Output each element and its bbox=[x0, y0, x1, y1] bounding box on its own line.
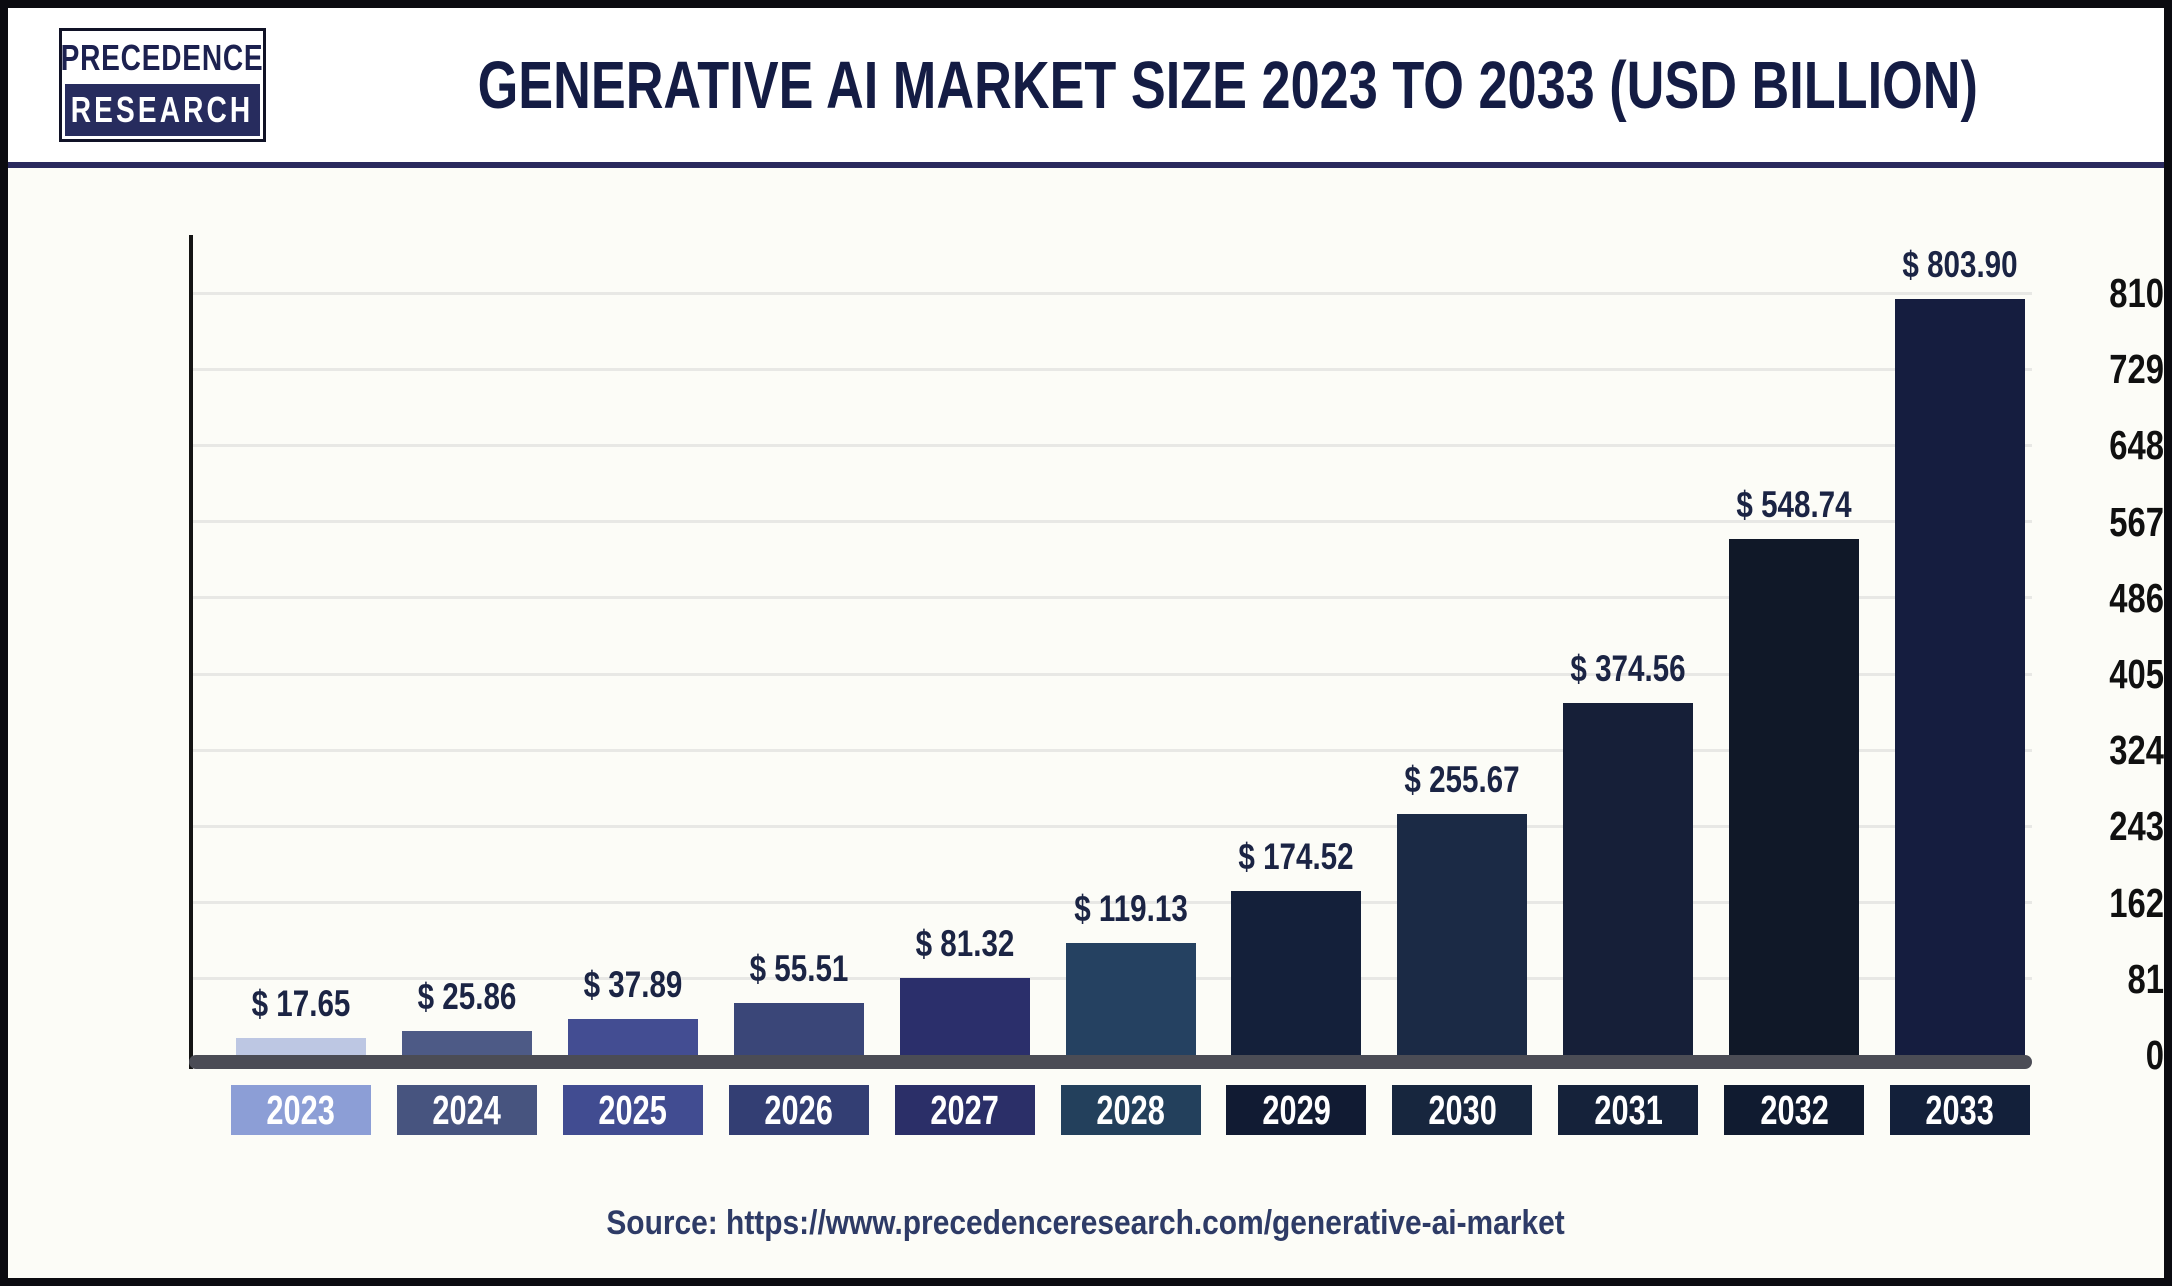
year-tick-label: 2028 bbox=[1096, 1086, 1165, 1133]
bar-2033 bbox=[1895, 298, 2026, 1055]
year-tick-label: 2024 bbox=[432, 1086, 502, 1133]
gridline-486 bbox=[189, 596, 2032, 600]
gridline-729 bbox=[189, 367, 2032, 371]
source-line: Source: https://www.precedenceresearch.c… bbox=[8, 1204, 2164, 1243]
bar-value-label-2028: $ 119.13 bbox=[1073, 887, 1188, 929]
bar-2027 bbox=[899, 978, 1030, 1055]
year-tick-2029: 2029 bbox=[1226, 1085, 1367, 1135]
year-tick-2032: 2032 bbox=[1724, 1085, 1865, 1135]
year-tick-label: 2031 bbox=[1594, 1086, 1663, 1133]
bar-2024 bbox=[401, 1030, 532, 1055]
bar-2032 bbox=[1729, 538, 1860, 1055]
gridline-567 bbox=[189, 520, 2032, 524]
bar-value-label-2024: $ 25.86 bbox=[417, 975, 517, 1017]
x-axis-baseline bbox=[189, 1055, 2032, 1069]
bar-2030 bbox=[1397, 814, 1528, 1055]
bar-value-label-2031: $ 374.56 bbox=[1570, 647, 1686, 689]
logo-word-precedence: PRECEDENCE bbox=[61, 31, 264, 84]
y-tick-label-567: 567 bbox=[2109, 498, 2164, 545]
y-tick-label-162: 162 bbox=[2109, 879, 2164, 926]
y-axis-line bbox=[189, 235, 193, 1069]
y-tick-label-810: 810 bbox=[2109, 270, 2164, 316]
year-tick-2023: 2023 bbox=[230, 1085, 371, 1135]
year-tick-label: 2030 bbox=[1428, 1086, 1497, 1133]
y-tick-label-648: 648 bbox=[2109, 422, 2164, 469]
y-tick-label-486: 486 bbox=[2109, 574, 2164, 621]
gridline-648 bbox=[189, 443, 2032, 447]
year-tick-2030: 2030 bbox=[1392, 1085, 1533, 1135]
header: PRECEDENCE RESEARCH GENERATIVE AI MARKET… bbox=[8, 8, 2164, 162]
logo-text-bottom: RESEARCH bbox=[71, 89, 254, 130]
chart-area: 0 81 162 243 324 405 486 567 648 729 810 $ 17.65 202… bbox=[8, 8, 2164, 1278]
bar-2028 bbox=[1065, 942, 1196, 1055]
y-tick-label-243: 243 bbox=[2109, 803, 2164, 850]
year-tick-label: 2027 bbox=[930, 1086, 999, 1133]
year-tick-label: 2026 bbox=[764, 1086, 833, 1133]
year-tick-2028: 2028 bbox=[1060, 1085, 1201, 1135]
year-tick-label: 2033 bbox=[1925, 1086, 1995, 1133]
gridline-162 bbox=[189, 901, 2032, 905]
bar-2026 bbox=[733, 1002, 864, 1055]
year-tick-label: 2023 bbox=[266, 1086, 336, 1133]
bar-value-label-2026: $ 55.51 bbox=[749, 947, 849, 989]
year-tick-label: 2032 bbox=[1759, 1086, 1829, 1133]
bar-value-label-2033: $ 803.90 bbox=[1902, 243, 2018, 285]
year-tick-label: 2025 bbox=[598, 1086, 667, 1133]
bar-value-label-2027: $ 81.32 bbox=[915, 923, 1014, 965]
y-tick-label-324: 324 bbox=[2109, 727, 2164, 774]
year-tick-2027: 2027 bbox=[894, 1085, 1035, 1135]
bar-value-label-2023: $ 17.65 bbox=[251, 983, 351, 1025]
title-area: GENERATIVE AI MARKET SIZE 2023 TO 2033 (… bbox=[266, 47, 2164, 124]
gridline-810 bbox=[189, 291, 2032, 295]
source-text: Source: https://www.precedenceresearch.c… bbox=[606, 1204, 1566, 1242]
year-tick-2033: 2033 bbox=[1890, 1085, 2031, 1135]
header-separator bbox=[8, 162, 2164, 168]
gridline-405 bbox=[189, 672, 2032, 676]
bar-value-label-2032: $ 548.74 bbox=[1736, 483, 1852, 525]
y-tick-label-81: 81 bbox=[2127, 955, 2164, 1002]
bar-2031 bbox=[1563, 702, 1694, 1055]
bar-2023 bbox=[235, 1038, 366, 1055]
logo-word-research: RESEARCH bbox=[65, 84, 260, 136]
gridline-243 bbox=[189, 824, 2032, 828]
gridline-324 bbox=[189, 748, 2032, 752]
bar-value-label-2030: $ 255.67 bbox=[1404, 759, 1520, 801]
logo-text-top: PRECEDENCE bbox=[61, 36, 264, 78]
year-tick-2025: 2025 bbox=[562, 1085, 703, 1135]
year-tick-2026: 2026 bbox=[728, 1085, 869, 1135]
year-tick-label: 2029 bbox=[1262, 1086, 1331, 1133]
bar-value-label-2025: $ 37.89 bbox=[583, 964, 683, 1006]
y-tick-label-405: 405 bbox=[2109, 651, 2164, 697]
bar-2029 bbox=[1231, 890, 1362, 1055]
bar-value-label-2029: $ 174.52 bbox=[1238, 835, 1355, 877]
y-tick-label-729: 729 bbox=[2109, 346, 2164, 393]
y-tick-label-0: 0 bbox=[2145, 1032, 2164, 1078]
page-title: GENERATIVE AI MARKET SIZE 2023 TO 2033 (… bbox=[477, 47, 1978, 123]
year-tick-2024: 2024 bbox=[396, 1085, 537, 1135]
bar-2025 bbox=[567, 1019, 698, 1055]
year-tick-2031: 2031 bbox=[1558, 1085, 1699, 1135]
precedence-research-logo: PRECEDENCE RESEARCH bbox=[59, 28, 266, 142]
